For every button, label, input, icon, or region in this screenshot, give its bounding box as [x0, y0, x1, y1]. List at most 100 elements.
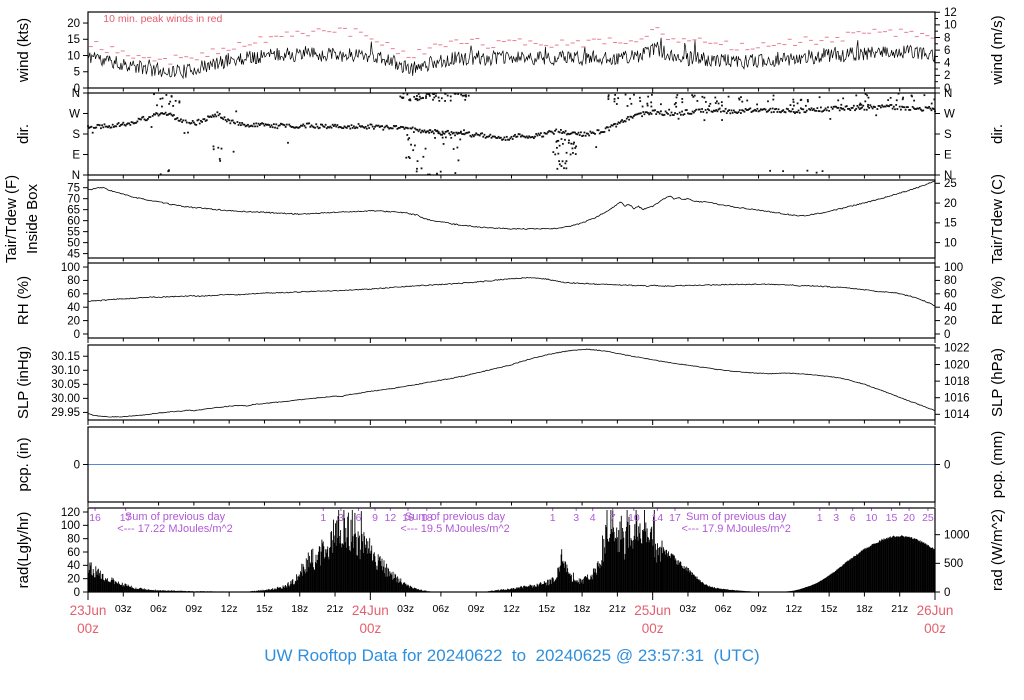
dir-dot [444, 136, 447, 139]
dir-dot [156, 112, 159, 115]
dir-dot [647, 112, 649, 114]
dir-dot [377, 124, 380, 127]
ytick-left-rad: 0 [74, 587, 80, 599]
dir-dot [580, 131, 582, 134]
dir-dot [552, 151, 555, 154]
dir-dot [930, 102, 933, 105]
dir-dot [115, 125, 118, 128]
dir-dot [543, 131, 546, 134]
dir-dot [441, 130, 444, 133]
dir-dot [584, 134, 587, 137]
dir-dot [134, 122, 136, 124]
dir-dot [914, 108, 916, 110]
ytick-left-slp: 30.05 [51, 379, 80, 391]
dir-dot [464, 132, 467, 135]
dir-dot [831, 107, 834, 110]
dir-dot [640, 112, 642, 115]
dir-dot [127, 122, 129, 125]
dir-dot [431, 130, 434, 133]
dir-dot [743, 110, 746, 113]
dir-dot [195, 123, 198, 126]
dir-dot [802, 108, 805, 111]
dir-dot [674, 112, 676, 114]
dir-dot [211, 114, 214, 117]
dir-dot [799, 107, 802, 110]
dir-dot [177, 119, 180, 122]
dir-dot [897, 92, 900, 95]
ytick-left-wind: 5 [74, 67, 80, 79]
dir-dot [524, 136, 527, 139]
axis-label-left-rad: rad(Lgly/hr) [15, 512, 32, 589]
dir-dot [285, 123, 288, 126]
dir-dot [637, 112, 640, 115]
dir-dot [592, 132, 595, 135]
dir-dot [406, 134, 409, 136]
dir-dot [817, 110, 820, 112]
dir-dot [294, 126, 296, 129]
ytick-right-pcp: 0 [944, 459, 950, 471]
dir-dot [122, 121, 125, 124]
dir-dot [670, 111, 673, 114]
dir-dot [142, 115, 145, 118]
dir-dot [156, 104, 158, 107]
dir-dot [292, 126, 295, 129]
dir-dot [154, 113, 156, 116]
dir-dot [141, 116, 144, 119]
dir-dot [675, 105, 678, 108]
dir-dot [227, 118, 229, 121]
dir-dot [282, 123, 285, 126]
dir-dot [929, 107, 932, 110]
dir-dot [428, 94, 431, 97]
dir-dot [164, 111, 167, 114]
rad-cum-label: 1 [550, 512, 556, 524]
dir-dot [121, 123, 124, 126]
dir-dot [237, 124, 240, 126]
dir-dot [94, 126, 96, 129]
dir-dot [650, 93, 653, 96]
dir-dot [841, 107, 843, 110]
dir-dot [676, 94, 679, 96]
dir-dot [458, 132, 461, 135]
dir-dot [449, 99, 452, 102]
dir-dot [415, 170, 418, 173]
dir-dot [163, 112, 166, 115]
dir-dot [340, 126, 342, 129]
dir-dot [278, 124, 281, 127]
ytick-left-slp: 30.15 [51, 351, 80, 363]
dir-dot [629, 115, 632, 118]
rad-cum-label: 9 [372, 512, 378, 524]
dir-dot [557, 130, 560, 133]
dir-dot [452, 131, 455, 134]
dir-dot [849, 109, 852, 111]
dir-dot [678, 111, 681, 114]
dir-dot [277, 124, 280, 127]
dir-dot [509, 137, 512, 140]
dir-dot [194, 123, 196, 126]
dir-dot [328, 126, 331, 129]
dir-dot [582, 134, 585, 137]
dir-dot [611, 124, 614, 127]
dir-dot [728, 109, 731, 112]
dir-dot [607, 98, 610, 100]
dir-dot [454, 172, 457, 174]
dir-dot [467, 131, 469, 134]
dir-dot [318, 126, 321, 129]
dir-dot [634, 114, 636, 116]
dir-dot [595, 146, 598, 149]
dir-dot [837, 106, 840, 109]
dir-dot [630, 102, 633, 105]
dir-dot [178, 119, 181, 122]
dir-dot [417, 93, 420, 95]
dir-dot [703, 96, 706, 99]
dir-dot [661, 113, 663, 116]
dir-dot [427, 130, 429, 133]
dir-dot [739, 112, 742, 114]
dir-dot [647, 95, 650, 98]
dir-dot [268, 124, 271, 126]
dir-dot [809, 109, 812, 111]
rh-trace [87, 277, 936, 307]
dir-dot [835, 105, 838, 108]
dir-dot [662, 114, 665, 117]
dir-dot [168, 102, 171, 105]
dir-dot [825, 109, 828, 112]
